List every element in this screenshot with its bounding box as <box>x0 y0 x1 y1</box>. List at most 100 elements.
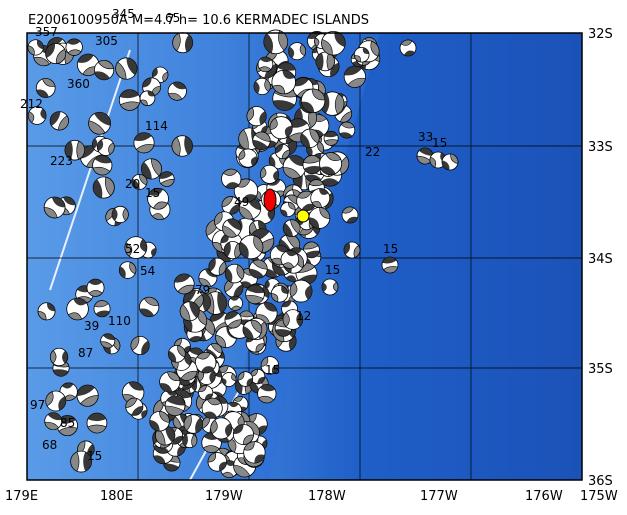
lat-label: 33S <box>588 140 613 155</box>
lon-label: 179E <box>5 489 38 504</box>
event-label: 33 <box>418 130 433 144</box>
beachball <box>310 188 331 209</box>
beachball <box>49 111 69 131</box>
beachball <box>289 279 313 303</box>
event-label: 79 <box>195 283 210 297</box>
beachball <box>37 302 56 321</box>
beachball <box>92 176 115 199</box>
beachball <box>86 278 105 297</box>
event-label: 305 <box>95 34 118 48</box>
beachball <box>201 432 222 453</box>
beachball <box>198 268 218 288</box>
beachball <box>111 205 129 224</box>
beachball <box>260 164 280 184</box>
event-label: 15 <box>325 263 340 277</box>
beachball <box>27 106 47 125</box>
beachball <box>353 46 370 63</box>
beachball <box>201 397 223 419</box>
beachball <box>224 263 245 284</box>
event-label: 49 <box>234 195 249 209</box>
beachball <box>49 347 69 367</box>
event-label: 97 <box>30 398 45 412</box>
event-label: 15 <box>383 242 398 256</box>
event-label: 65 <box>165 11 180 25</box>
beachball <box>221 168 242 189</box>
beachball <box>323 130 339 146</box>
beachball <box>302 241 320 259</box>
beachball <box>130 335 150 356</box>
beachball <box>43 196 66 219</box>
beachball <box>237 371 254 387</box>
lon-labels: 179E 180E 179W 178W 177W 176W 175W <box>5 489 618 504</box>
event-label: 52 <box>125 242 140 256</box>
beachball <box>270 285 289 303</box>
lat-label: 32S <box>588 27 613 42</box>
beachball <box>238 197 262 220</box>
event-label: 54 <box>140 264 155 278</box>
beachball <box>280 250 300 269</box>
beachball <box>338 121 356 139</box>
beachball <box>125 397 144 416</box>
beachball <box>321 30 346 56</box>
beachball <box>65 38 83 56</box>
event-label: 15 <box>87 449 102 463</box>
event-label: 212 <box>20 97 43 111</box>
event-label: 68 <box>42 438 57 452</box>
event-label: 87 <box>78 346 93 360</box>
beachball <box>56 415 78 437</box>
beachball <box>96 138 115 156</box>
beachball <box>238 148 258 168</box>
beachball <box>207 452 228 472</box>
frame <box>26 32 583 481</box>
beachball <box>183 414 204 434</box>
beachball <box>167 344 186 363</box>
beachball <box>70 450 93 473</box>
beachball <box>147 187 169 210</box>
lon-label: 179W <box>205 489 243 504</box>
beachball <box>343 241 361 259</box>
beachball <box>171 135 193 157</box>
beachball <box>381 256 399 274</box>
beachball <box>253 77 271 96</box>
beachball <box>66 297 89 321</box>
event-label: 15 <box>145 186 160 200</box>
lat-label: 34S <box>588 252 613 267</box>
beachball <box>88 111 112 135</box>
event-label: 345 <box>112 7 135 21</box>
beachball <box>320 91 345 116</box>
beachball <box>245 284 265 304</box>
beachball <box>93 300 111 318</box>
beachball <box>139 90 156 107</box>
beachball <box>238 234 264 260</box>
lon-label: 180E <box>100 489 133 504</box>
lat-label: 35S <box>588 362 613 377</box>
beachball <box>288 42 307 61</box>
beachball <box>131 173 148 190</box>
beachball <box>27 39 44 56</box>
beachball <box>124 236 148 259</box>
lon-label: 175W <box>580 489 618 504</box>
beachball <box>44 412 63 431</box>
beachball <box>343 65 367 88</box>
title: E2006100950A M=4.7 h= 10.6 KERMADEC ISLA… <box>28 13 369 28</box>
beachball <box>257 56 274 73</box>
beachball <box>282 309 304 330</box>
beachball <box>64 139 86 161</box>
beachball <box>252 131 271 150</box>
beachball <box>246 106 267 127</box>
beachball <box>164 395 186 417</box>
beachball <box>242 319 263 340</box>
beachball <box>257 384 277 404</box>
beachball <box>222 218 242 238</box>
beachball <box>224 311 242 329</box>
beachball <box>221 372 237 387</box>
beachball <box>152 66 169 83</box>
beachball <box>416 147 434 165</box>
lat-label: 36S <box>588 474 613 489</box>
beachball <box>210 417 233 440</box>
beachball <box>76 384 99 407</box>
beachball <box>179 301 200 322</box>
event-label: 85 <box>60 416 75 430</box>
beachball <box>158 171 175 187</box>
